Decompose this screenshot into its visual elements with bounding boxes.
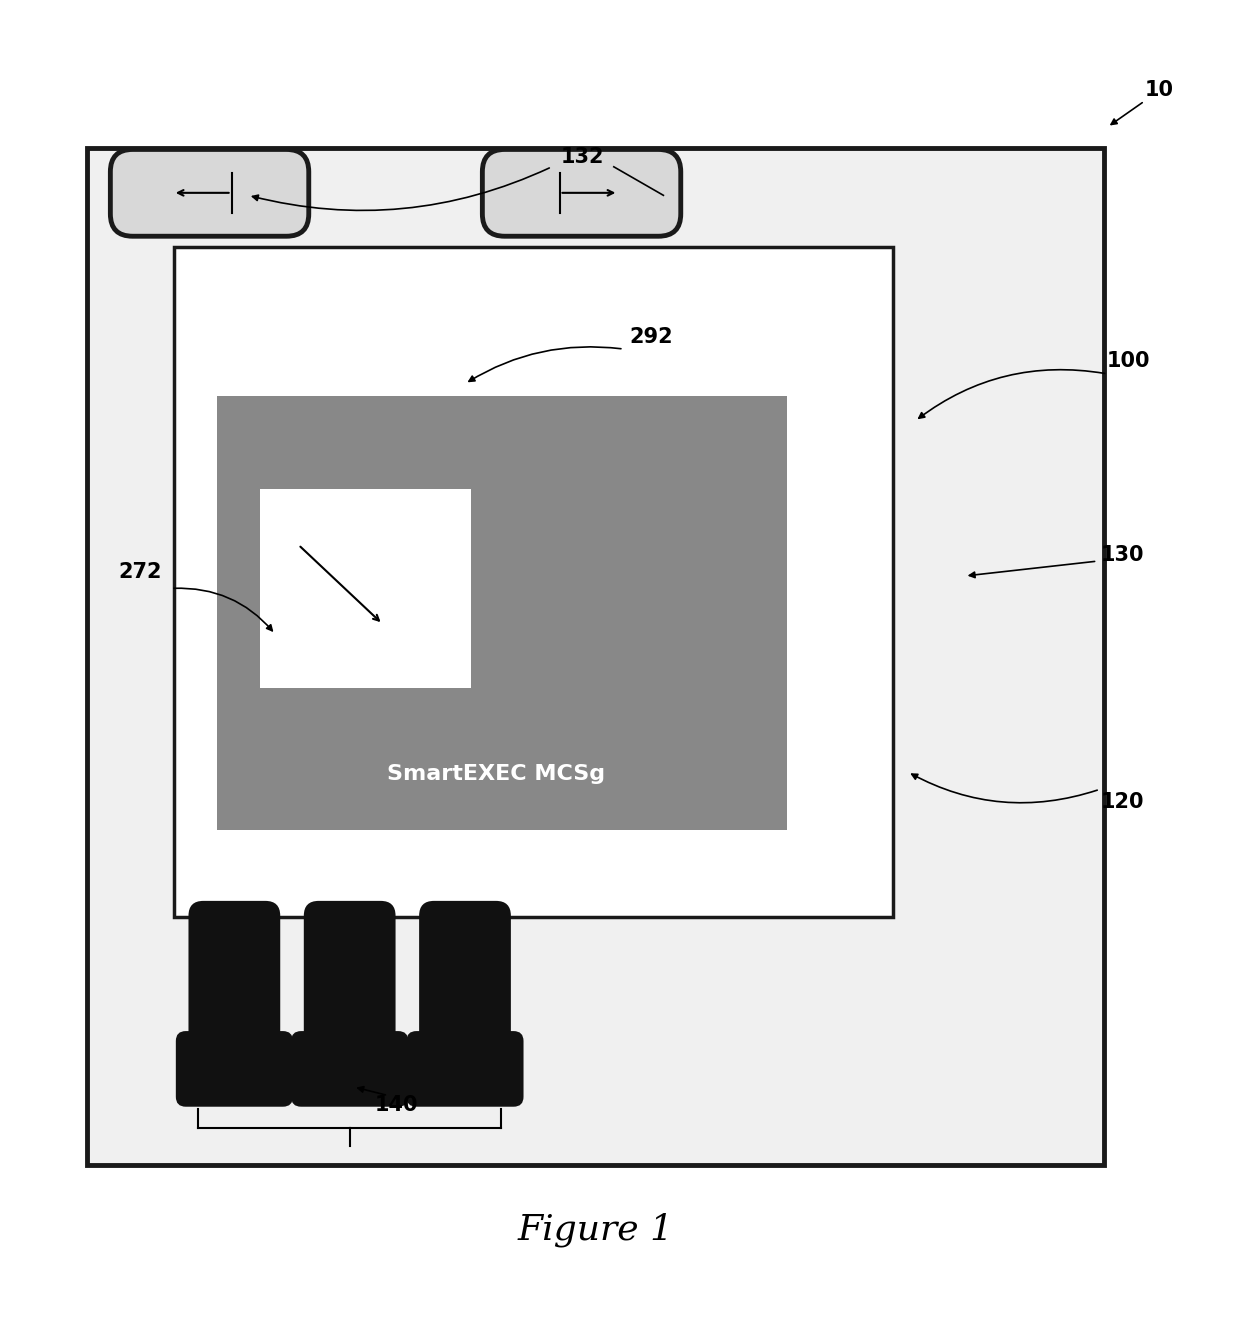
Text: 130: 130: [1100, 545, 1145, 565]
FancyBboxPatch shape: [482, 150, 681, 237]
Text: SmartEXEC MCSg: SmartEXEC MCSg: [387, 764, 605, 784]
FancyBboxPatch shape: [110, 150, 309, 237]
Text: Figure 1: Figure 1: [517, 1212, 673, 1247]
FancyBboxPatch shape: [188, 900, 280, 1050]
Text: 120: 120: [1100, 792, 1145, 812]
FancyBboxPatch shape: [291, 1032, 408, 1107]
FancyBboxPatch shape: [407, 1032, 523, 1107]
Text: 140: 140: [374, 1096, 419, 1116]
Text: 292: 292: [629, 326, 673, 347]
Bar: [217, 396, 787, 830]
Text: 100: 100: [1106, 352, 1151, 372]
Text: 272: 272: [118, 562, 162, 582]
Text: 132: 132: [560, 147, 605, 167]
FancyBboxPatch shape: [419, 900, 511, 1050]
Text: 10: 10: [1145, 80, 1174, 100]
Bar: [260, 490, 471, 688]
FancyBboxPatch shape: [87, 149, 1104, 1165]
FancyBboxPatch shape: [176, 1032, 293, 1107]
FancyBboxPatch shape: [304, 900, 396, 1050]
FancyBboxPatch shape: [174, 248, 893, 917]
